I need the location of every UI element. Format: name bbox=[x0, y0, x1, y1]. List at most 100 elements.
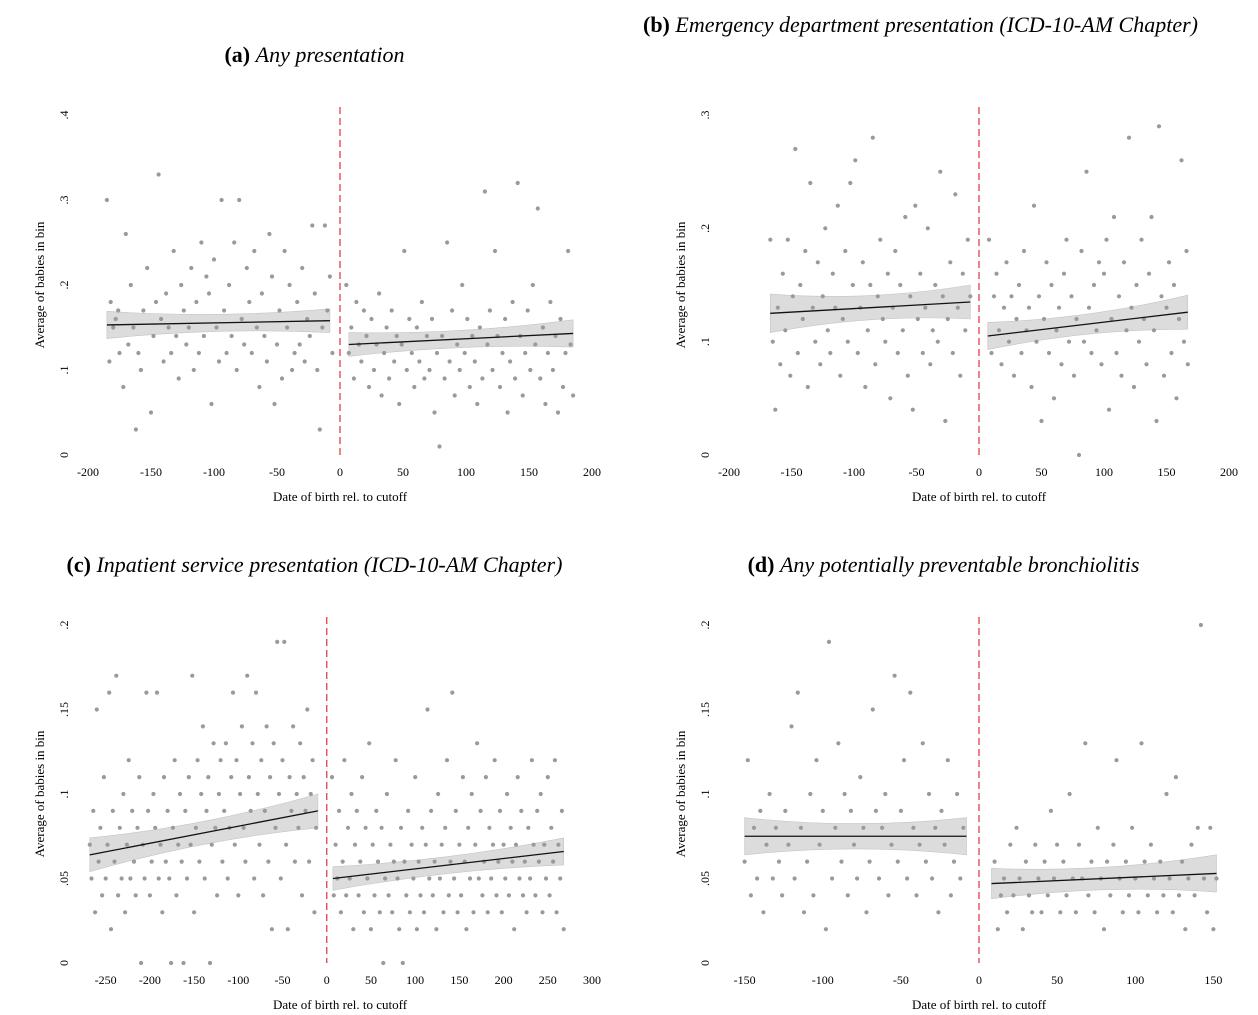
data-point bbox=[547, 893, 552, 898]
data-point bbox=[147, 893, 152, 898]
data-point bbox=[889, 842, 894, 847]
data-point bbox=[1061, 271, 1067, 276]
data-point bbox=[810, 305, 815, 310]
data-point bbox=[1121, 260, 1127, 265]
data-point bbox=[254, 325, 259, 330]
data-point bbox=[915, 316, 920, 322]
data-point bbox=[207, 960, 213, 966]
data-point bbox=[312, 910, 317, 915]
data-point bbox=[151, 333, 156, 339]
y-tick-label: .2 bbox=[698, 621, 712, 630]
y-tick-label: .2 bbox=[57, 621, 71, 630]
x-tick-label: -150 bbox=[183, 973, 205, 987]
data-point bbox=[116, 893, 121, 898]
data-point bbox=[189, 265, 194, 271]
data-point bbox=[848, 808, 853, 813]
data-point bbox=[146, 808, 151, 813]
data-point bbox=[393, 758, 398, 763]
data-point bbox=[1021, 248, 1027, 254]
data-point bbox=[424, 333, 429, 339]
data-point bbox=[303, 808, 308, 813]
data-point bbox=[520, 393, 525, 398]
data-point bbox=[478, 808, 483, 813]
data-point bbox=[996, 328, 1002, 333]
panel-title-text: Any potentially preventable bronchioliti… bbox=[779, 552, 1140, 577]
data-point bbox=[133, 893, 138, 898]
data-point bbox=[262, 333, 267, 339]
x-tick-label: -100 bbox=[203, 465, 225, 479]
data-point bbox=[571, 393, 576, 398]
data-point bbox=[108, 927, 114, 932]
data-point bbox=[508, 825, 513, 830]
data-point bbox=[910, 407, 915, 412]
data-point bbox=[411, 876, 416, 881]
data-point bbox=[296, 825, 301, 830]
data-point bbox=[1116, 294, 1122, 299]
data-point bbox=[420, 825, 425, 830]
data-point bbox=[792, 876, 797, 881]
data-point bbox=[873, 808, 878, 813]
data-point bbox=[1071, 373, 1077, 378]
data-point bbox=[164, 291, 169, 296]
data-point bbox=[1161, 893, 1166, 898]
data-point bbox=[1201, 876, 1207, 881]
data-point bbox=[230, 690, 236, 695]
data-point bbox=[1148, 842, 1153, 847]
data-point bbox=[499, 910, 504, 915]
data-point bbox=[1189, 842, 1194, 847]
data-point bbox=[950, 350, 955, 356]
data-point bbox=[1114, 758, 1119, 763]
data-point bbox=[1042, 859, 1047, 864]
data-point bbox=[1155, 910, 1160, 915]
data-point bbox=[911, 825, 916, 830]
data-point bbox=[840, 316, 845, 322]
data-point bbox=[351, 376, 356, 381]
x-tick-label: 0 bbox=[976, 465, 982, 479]
x-tick-label: 150 bbox=[1204, 973, 1222, 987]
data-point bbox=[773, 825, 778, 830]
data-point bbox=[358, 859, 363, 864]
data-point bbox=[1006, 339, 1012, 344]
data-point bbox=[1101, 271, 1107, 276]
data-point bbox=[384, 791, 389, 797]
data-point bbox=[404, 893, 409, 898]
data-point bbox=[469, 791, 474, 797]
data-point bbox=[830, 876, 835, 881]
x-tick-label: 200 bbox=[495, 973, 513, 987]
data-point bbox=[1174, 396, 1179, 401]
data-point bbox=[191, 367, 196, 373]
data-point bbox=[814, 758, 819, 763]
data-point bbox=[1033, 842, 1038, 847]
data-point bbox=[1091, 282, 1097, 288]
data-point bbox=[457, 842, 462, 847]
data-point bbox=[220, 859, 225, 864]
data-point bbox=[770, 339, 775, 344]
ci-band-right bbox=[332, 837, 565, 891]
data-point bbox=[386, 893, 391, 898]
data-point bbox=[1014, 316, 1019, 322]
data-point bbox=[963, 328, 968, 333]
data-point bbox=[190, 673, 195, 678]
data-point bbox=[820, 294, 825, 299]
data-point bbox=[878, 237, 883, 242]
data-point bbox=[1031, 203, 1037, 208]
data-point bbox=[404, 367, 409, 373]
x-tick-label: 200 bbox=[1220, 465, 1238, 479]
data-point bbox=[201, 333, 206, 339]
data-point bbox=[292, 350, 297, 356]
data-point bbox=[462, 350, 467, 356]
data-point bbox=[533, 893, 538, 898]
data-point bbox=[447, 359, 452, 364]
data-point bbox=[808, 791, 813, 797]
data-point bbox=[282, 639, 287, 644]
data-point bbox=[836, 741, 841, 746]
data-point bbox=[928, 362, 933, 367]
data-point bbox=[773, 407, 778, 412]
data-point bbox=[368, 927, 373, 932]
y-tick-label: .15 bbox=[57, 702, 71, 717]
x-tick-label: 50 bbox=[1051, 973, 1063, 987]
data-point bbox=[556, 842, 561, 847]
data-point bbox=[1142, 859, 1147, 864]
data-point bbox=[184, 342, 189, 347]
data-point bbox=[803, 248, 808, 254]
